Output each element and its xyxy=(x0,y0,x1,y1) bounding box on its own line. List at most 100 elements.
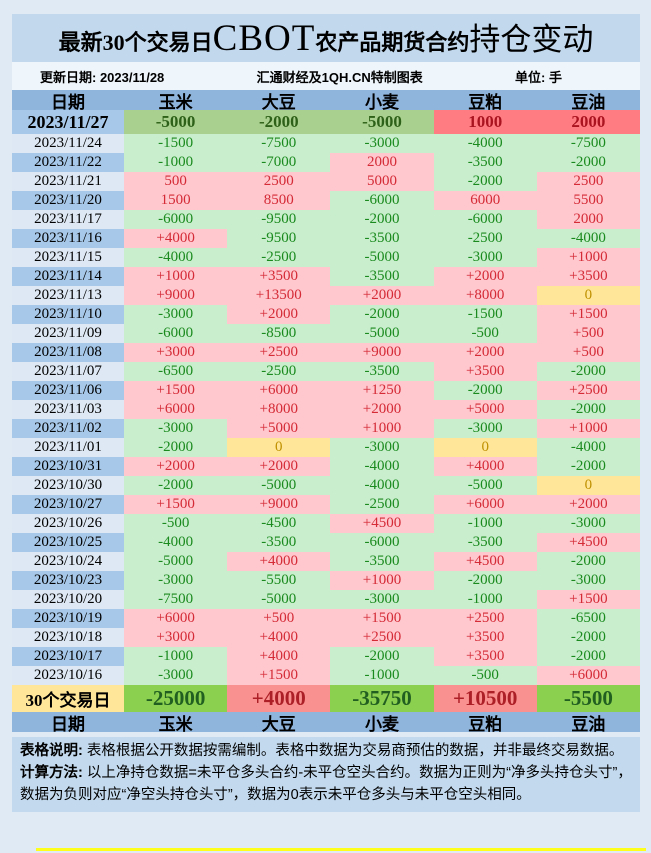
row-value: -3000 xyxy=(433,248,537,267)
row-value: +3000 xyxy=(124,628,228,647)
row-value: -6000 xyxy=(124,324,228,343)
row-value: 0 xyxy=(536,286,640,305)
row-value: -1000 xyxy=(124,153,228,172)
row-value: -3500 xyxy=(330,229,434,248)
row-value: -3000 xyxy=(124,666,228,685)
row-value: -5000 xyxy=(227,590,331,609)
row-value: -5000 xyxy=(330,110,434,134)
source-credit-label: 汇通财经及1QH.CN特制图表 xyxy=(256,69,423,85)
row-value: +9000 xyxy=(227,495,331,514)
row-value: 0 xyxy=(536,476,640,495)
title-part-position-change: 持仓变动 xyxy=(469,22,594,57)
row-value: +9000 xyxy=(330,343,434,362)
table-row: 2023/11/06 +1500 +6000 +1250 -2000 +2500 xyxy=(12,381,640,400)
row-value: +500 xyxy=(536,324,640,343)
summary-value: +10500 xyxy=(433,685,537,712)
table-row: 2023/10/31 +2000 +2000 -4000 +4000 -2000 xyxy=(12,457,640,476)
row-value: -8500 xyxy=(227,324,331,343)
row-date: 2023/11/07 xyxy=(12,362,124,381)
row-value: +2000 xyxy=(330,286,434,305)
row-value: -3000 xyxy=(124,571,228,590)
row-value: -1500 xyxy=(124,134,228,153)
title-part-products: 农产品期货合约 xyxy=(315,30,470,55)
row-date: 2023/11/14 xyxy=(12,267,124,286)
row-value: +1000 xyxy=(330,419,434,438)
title-part-latest30: 最新30个交易日 xyxy=(58,30,213,55)
column-header-4: 豆粕 xyxy=(468,714,503,733)
row-value: +4500 xyxy=(433,552,537,571)
row-value: -6000 xyxy=(330,191,434,210)
row-value: 0 xyxy=(433,438,537,457)
row-date: 2023/11/17 xyxy=(12,210,124,229)
row-value: -6500 xyxy=(124,362,228,381)
row-value: -3000 xyxy=(330,438,434,457)
row-value: -4000 xyxy=(124,533,228,552)
row-value: 2000 xyxy=(536,210,640,229)
row-value: -3500 xyxy=(227,533,331,552)
row-value: +6000 xyxy=(536,666,640,685)
unit-label: 单位: 手 xyxy=(515,69,562,85)
row-date: 2023/11/20 xyxy=(12,191,124,210)
column-header-1: 玉米 xyxy=(158,92,193,111)
summary-value: -35750 xyxy=(330,685,434,712)
row-date: 2023/11/01 xyxy=(12,438,124,457)
row-value: +3000 xyxy=(124,343,228,362)
row-value: +1500 xyxy=(124,381,228,400)
row-value: -3500 xyxy=(330,552,434,571)
row-value: -2000 xyxy=(433,381,537,400)
row-date: 2023/11/16 xyxy=(12,229,124,248)
row-value: -2500 xyxy=(227,248,331,267)
row-value: -4000 xyxy=(330,476,434,495)
row-value: -3000 xyxy=(536,514,640,533)
row-value: +1500 xyxy=(330,609,434,628)
row-value: -4000 xyxy=(536,229,640,248)
row-value: -2000 xyxy=(536,647,640,666)
table-row: 2023/11/24 -1500 -7500 -3000 -4000 -7500 xyxy=(12,134,640,153)
row-value: +3500 xyxy=(536,267,640,286)
row-value: +4000 xyxy=(227,628,331,647)
row-value: -2000 xyxy=(536,552,640,571)
row-value: -2000 xyxy=(433,172,537,191)
row-value: +8000 xyxy=(227,400,331,419)
table-row: 2023/11/09 -6000 -8500 -5000 -500 +500 xyxy=(12,324,640,343)
table-row: 2023/10/18 +3000 +4000 +2500 +3500 -2000 xyxy=(12,628,640,647)
row-value: -5000 xyxy=(124,110,228,134)
row-value: 2000 xyxy=(330,153,434,172)
row-date: 2023/10/30 xyxy=(12,476,124,495)
table-row: 2023/10/30 -2000 -5000 -4000 -5000 0 xyxy=(12,476,640,495)
bottom-marquee-line xyxy=(36,848,646,851)
row-value: -6000 xyxy=(330,533,434,552)
row-date: 2023/10/26 xyxy=(12,514,124,533)
row-value: +2500 xyxy=(433,609,537,628)
row-value: 2000 xyxy=(536,110,640,134)
row-value: -6500 xyxy=(536,609,640,628)
row-value: -1000 xyxy=(330,666,434,685)
column-header-5: 豆油 xyxy=(571,714,606,733)
row-value: +2000 xyxy=(433,267,537,286)
row-value: -3000 xyxy=(124,419,228,438)
row-value: -5000 xyxy=(330,248,434,267)
row-date: 2023/10/25 xyxy=(12,533,124,552)
row-value: +1500 xyxy=(536,305,640,324)
column-header-4: 豆粕 xyxy=(468,92,503,111)
row-value: +1000 xyxy=(124,267,228,286)
row-value: 2500 xyxy=(227,172,331,191)
table-row: 2023/11/20 1500 8500 -6000 6000 5500 xyxy=(12,191,640,210)
column-header-0: 日期 xyxy=(51,714,85,733)
summary-row: 30个交易日 -25000 +4000 -35750 +10500 -5500 xyxy=(12,685,640,712)
row-value: +1500 xyxy=(227,666,331,685)
row-value: -7500 xyxy=(124,590,228,609)
row-value: -3000 xyxy=(124,305,228,324)
row-value: +500 xyxy=(227,609,331,628)
row-date: 2023/11/24 xyxy=(12,134,124,153)
row-date: 2023/11/13 xyxy=(12,286,124,305)
row-value: -2000 xyxy=(330,210,434,229)
row-value: +6000 xyxy=(227,381,331,400)
chart-panel: 最新30个交易日 CBOT 农产品期货合约 持仓变动 更新日期: 2023/11/28… xyxy=(12,14,640,812)
row-value: +6000 xyxy=(124,400,228,419)
row-value: -3000 xyxy=(330,134,434,153)
row-value: 1000 xyxy=(433,110,537,134)
row-date: 2023/11/15 xyxy=(12,248,124,267)
summary-label: 30个交易日 xyxy=(12,685,124,712)
row-date: 2023/10/23 xyxy=(12,571,124,590)
